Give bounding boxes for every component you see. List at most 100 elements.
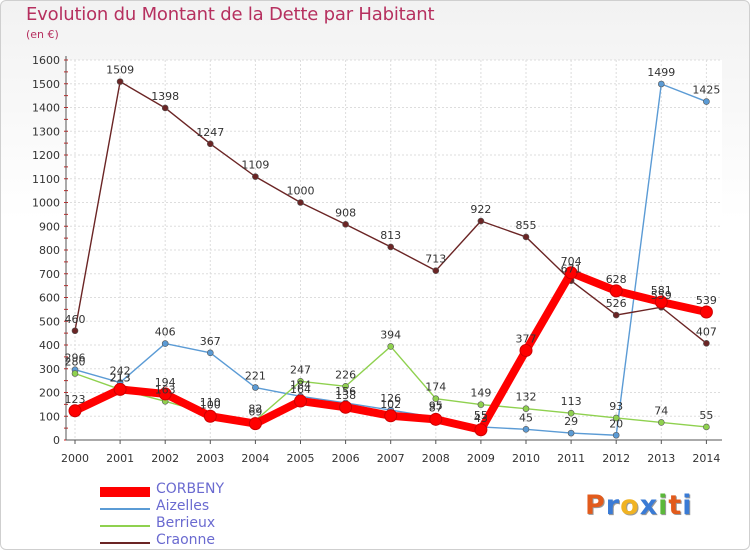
data-label-aizelles: 296 [65,352,86,365]
data-point-craonne [703,340,710,347]
data-point-corbeny [609,284,623,298]
chart-title: Evolution du Montant de la Dette par Hab… [26,4,435,25]
proxiti-logo: Proxiti [585,490,693,521]
data-point-corbeny [158,387,172,401]
data-label-craonne: 1000 [287,185,315,198]
y-tick-label: 0 [53,434,60,447]
data-label-craonne: 855 [516,219,537,232]
y-tick-label: 1400 [32,102,60,115]
data-label-berrieux: 394 [380,328,401,341]
data-label-berrieux: 110 [200,396,221,409]
x-tick-label: 2012 [602,452,630,465]
data-point-aizelles [703,98,710,105]
data-point-aizelles [522,426,530,433]
data-label-berrieux: 74 [654,404,668,417]
x-tick-label: 2004 [241,452,269,465]
data-label-aizelles: 406 [155,326,176,339]
data-label-aizelles: 1425 [692,84,720,97]
x-tick-label: 2009 [467,452,495,465]
data-point-craonne [342,221,349,228]
data-point-corbeny [113,382,127,396]
data-point-aizelles [567,429,575,437]
data-point-craonne [612,311,620,319]
data-label-berrieux: 55 [699,409,713,422]
x-tick-label: 2010 [512,452,540,465]
chart-subtitle: (en €) [26,28,59,41]
data-point-craonne [297,199,304,206]
data-point-craonne [161,104,169,112]
x-tick-label: 2000 [61,452,89,465]
legend-swatch [100,542,150,544]
data-point-craonne [522,233,530,241]
data-label-craonne: 1509 [106,64,134,77]
data-label-craonne: 922 [470,203,491,216]
data-label-corbeny: 628 [606,273,627,286]
legend-label: Craonne [156,532,216,548]
data-label-craonne: 460 [65,313,86,326]
y-tick-label: 700 [39,268,60,281]
y-tick-label: 1200 [32,149,60,162]
data-point-craonne [387,243,395,251]
data-point-corbeny [203,409,217,423]
data-label-corbeny: 194 [155,376,176,389]
x-tick-label: 2005 [287,452,315,465]
data-point-corbeny [384,409,398,423]
data-point-aizelles [657,80,665,88]
data-label-corbeny: 43 [474,412,488,425]
data-point-berrieux [297,378,304,385]
data-label-aizelles: 95 [429,399,443,412]
y-tick-label: 1300 [32,125,60,138]
x-tick-label: 2003 [196,452,224,465]
logo-letter: i [658,490,669,521]
y-tick-label: 1100 [32,173,60,186]
data-point-aizelles [161,340,169,347]
data-label-corbeny: 539 [696,294,717,307]
data-point-craonne [207,140,214,148]
data-label-corbeny: 123 [65,393,86,406]
logo-letter: t [668,490,683,521]
x-tick-label: 2007 [377,452,405,465]
legend-label: CORBENY [156,481,224,497]
data-label-craonne: 526 [606,297,627,310]
data-label-aizelles: 242 [110,365,131,378]
data-label-craonne: 813 [380,229,401,242]
x-tick-label: 2008 [422,452,450,465]
data-point-berrieux [387,343,395,350]
data-label-berrieux: 113 [561,395,582,408]
data-point-berrieux [71,370,79,377]
data-point-corbeny [339,400,353,414]
data-label-berrieux: 226 [335,368,356,381]
data-point-craonne [252,173,259,180]
logo-letter: i [682,490,693,521]
data-point-craonne [71,327,79,335]
data-label-aizelles: 45 [519,411,533,424]
data-point-berrieux [703,423,710,431]
y-tick-label: 300 [39,363,60,376]
data-label-craonne: 713 [425,253,446,266]
data-point-berrieux [567,409,575,417]
x-tick-label: 2014 [692,452,720,465]
data-point-corbeny [294,394,307,408]
data-label-aizelles: 55 [474,409,488,422]
data-label-berrieux: 174 [425,381,446,394]
data-label-craonne: 1247 [196,126,224,139]
data-point-corbeny [564,266,578,280]
data-point-corbeny [68,404,82,418]
data-label-corbeny: 87 [429,401,443,414]
data-point-corbeny [699,305,713,319]
data-label-craonne: 671 [561,263,582,276]
legend-label: Berrieux [156,515,216,531]
y-tick-label: 600 [39,292,60,305]
y-tick-label: 1600 [32,54,60,67]
data-label-aizelles: 20 [609,417,623,430]
y-tick-label: 1000 [32,197,60,210]
data-label-corbeny: 377 [516,332,537,345]
legend-swatch [100,487,150,497]
x-tick-label: 2011 [557,452,585,465]
data-point-berrieux [657,419,665,426]
logo-letter: o [620,490,640,521]
data-label-berrieux: 82 [248,403,262,416]
logo-letter: x [639,490,659,521]
x-tick-label: 2002 [151,452,179,465]
